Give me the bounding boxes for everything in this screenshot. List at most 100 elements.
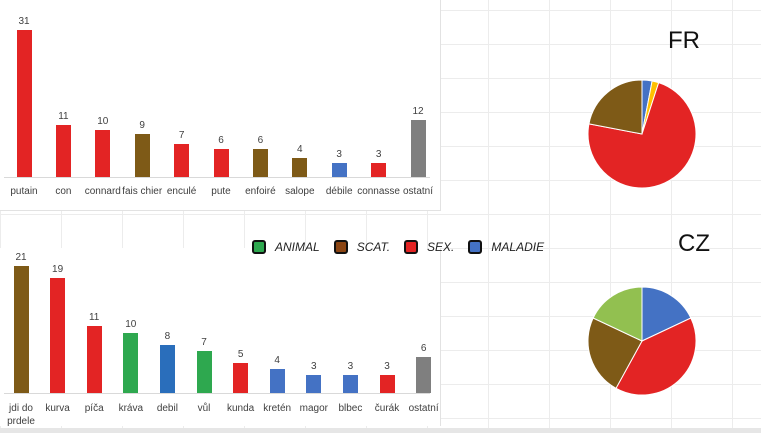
bar-rect (342, 374, 358, 393)
x-tick-label: enculé (166, 186, 197, 197)
bar-value-label: 7 (178, 129, 185, 141)
bar[interactable]: 9 (127, 120, 157, 177)
x-tick-label: píča (84, 403, 104, 414)
x-tick-label: connasse (357, 186, 400, 197)
bar-rect (50, 278, 66, 393)
bar[interactable]: 3 (299, 361, 329, 393)
bar[interactable]: 3 (335, 361, 365, 393)
bar-rect (213, 148, 229, 177)
bar-rect (174, 143, 190, 177)
bar-value-label: 10 (97, 115, 109, 127)
fr-x-axis (4, 177, 430, 178)
bar-value-label: 3 (375, 148, 382, 160)
bar-value-label: 5 (237, 348, 244, 360)
cz-x-axis (4, 393, 430, 394)
x-tick-label: putain (10, 186, 38, 197)
x-tick-label: enfoiré (245, 186, 276, 197)
pie-slice[interactable] (587, 82, 697, 189)
cz-pie-chart[interactable] (586, 285, 698, 397)
bar[interactable]: 6 (409, 343, 439, 393)
bar-rect (196, 350, 212, 393)
bar-rect (292, 158, 308, 177)
bar-rect (233, 362, 249, 393)
legend-label: ANIMAL (275, 240, 320, 254)
bar[interactable]: 7 (189, 337, 219, 393)
bar-value-label: 12 (412, 106, 424, 117)
pie-slice[interactable] (641, 286, 692, 342)
x-tick-label: jdi do prdele (7, 403, 35, 427)
bar-rect (86, 326, 102, 393)
bar-value-label: 3 (347, 360, 354, 372)
bar-value-label: 11 (58, 110, 69, 122)
bar[interactable]: 31 (9, 16, 39, 177)
bar-rect (252, 148, 268, 177)
bar[interactable]: 21 (6, 252, 36, 393)
x-tick-label: debil (156, 403, 178, 414)
bar-rect (306, 374, 322, 393)
cz-bar-chart[interactable]: 21 19 11 10 8 7 5 4 3 3 3 6 jdi do prdele kurva píča k… (0, 248, 441, 427)
legend-item: MALADIE (468, 240, 544, 254)
bar[interactable]: 8 (152, 331, 182, 393)
x-tick-label: con (55, 186, 72, 197)
x-tick-label: blbec (338, 403, 363, 414)
horizontal-scrollbar[interactable] (0, 428, 761, 433)
bar[interactable]: 10 (116, 318, 146, 393)
pie-slice[interactable] (588, 79, 643, 135)
x-tick-label: ostatní (408, 403, 439, 414)
bar[interactable]: 6 (245, 134, 275, 177)
bar-value-label: 6 (218, 134, 224, 146)
x-tick-label: kunda (226, 403, 255, 414)
legend-label: SEX. (427, 240, 455, 254)
bar-value-label: 7 (201, 336, 207, 348)
bar-rect (410, 120, 426, 177)
bar-rect (331, 162, 347, 177)
legend-swatch-icon (333, 240, 348, 254)
legend-item: SCAT. (333, 240, 391, 254)
bar-value-label: 9 (139, 120, 145, 132)
bar-value-label: 21 (15, 251, 27, 263)
fr-bars: 31 11 10 9 7 6 6 4 3 3 12 (0, 0, 440, 177)
bar[interactable]: 6 (206, 134, 236, 177)
bar[interactable]: 12 (403, 106, 433, 177)
bar[interactable]: 5 (226, 349, 256, 393)
bar[interactable]: 11 (79, 312, 109, 393)
bar-rect (55, 124, 71, 177)
legend-swatch-icon (404, 240, 419, 254)
fr-pie-chart[interactable] (586, 78, 698, 190)
bar-rect (371, 162, 387, 177)
bar-rect (159, 344, 175, 393)
bar[interactable]: 19 (43, 264, 73, 393)
legend-swatch-icon (252, 240, 266, 254)
bar-rect (379, 374, 395, 393)
bar-rect (16, 29, 32, 177)
cz-pie-title: CZ (678, 230, 710, 257)
bar-rect (134, 134, 150, 177)
bar-value-label: 19 (52, 264, 64, 276)
bar-value-label: 4 (274, 354, 280, 366)
x-tick-label: kráva (118, 403, 144, 414)
bar-value-label: 3 (336, 148, 342, 160)
bar-value-label: 3 (311, 360, 317, 372)
bar[interactable]: 3 (324, 149, 354, 177)
x-tick-label: débile (325, 186, 353, 197)
bar[interactable]: 7 (167, 130, 197, 177)
bar[interactable]: 3 (372, 361, 402, 393)
bar[interactable]: 3 (364, 149, 394, 177)
bar[interactable]: 11 (48, 111, 78, 177)
bar[interactable]: 10 (88, 115, 118, 177)
fr-bar-chart[interactable]: 31 11 10 9 7 6 6 4 3 3 12 putain con connard fais chi… (0, 0, 441, 211)
x-tick-label: čurák (374, 403, 400, 414)
pie-slice[interactable] (615, 317, 697, 396)
bar-value-label: 10 (125, 318, 137, 330)
legend-label: SCAT. (356, 240, 391, 254)
bar-value-label: 11 (88, 312, 100, 324)
pie-slice[interactable] (587, 317, 643, 390)
bar[interactable]: 4 (285, 144, 315, 177)
legend-item: SEX. (404, 240, 454, 254)
category-legend: ANIMAL SCAT. SEX. MALADIE (252, 240, 558, 254)
pie-slice[interactable] (592, 286, 643, 342)
bar-value-label: 6 (257, 134, 264, 146)
bar-rect (269, 368, 285, 393)
x-tick-label: ostatní (402, 186, 434, 197)
bar[interactable]: 4 (262, 355, 292, 393)
